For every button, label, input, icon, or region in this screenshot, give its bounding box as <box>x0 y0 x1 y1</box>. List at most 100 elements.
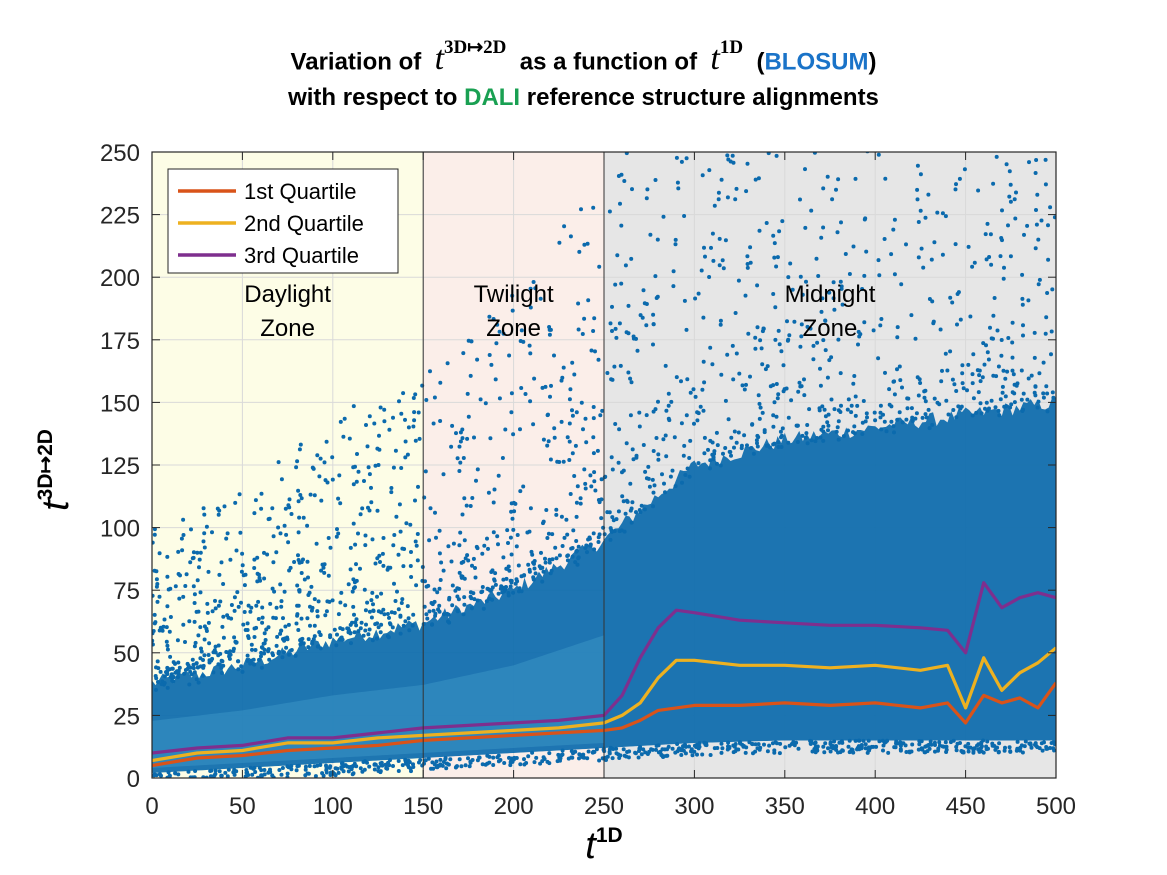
scatter-point <box>294 621 299 626</box>
scatter-point <box>340 761 344 766</box>
scatter-point <box>278 531 283 536</box>
scatter-point <box>835 425 840 430</box>
scatter-point <box>664 454 669 459</box>
scatter-point <box>796 389 801 394</box>
scatter-point <box>370 638 375 643</box>
scatter-point <box>546 531 551 536</box>
scatter-point <box>330 477 335 482</box>
scatter-point <box>387 427 392 432</box>
scatter-point <box>461 612 466 617</box>
scatter-point <box>840 748 845 753</box>
scatter-point <box>433 613 438 618</box>
scatter-point <box>306 593 311 597</box>
scatter-point <box>595 448 600 453</box>
scatter-point <box>508 535 513 540</box>
scatter-point <box>347 436 352 441</box>
y-tick-label: 175 <box>100 328 140 355</box>
zone-label-line2: Zone <box>260 315 315 342</box>
scatter-point <box>340 627 345 632</box>
scatter-point <box>162 674 167 679</box>
scatter-point <box>465 553 470 558</box>
scatter-point <box>592 316 597 321</box>
scatter-point <box>876 258 881 263</box>
scatter-point <box>252 566 257 570</box>
scatter-point <box>473 575 478 580</box>
scatter-point <box>236 667 241 672</box>
scatter-point <box>616 752 621 757</box>
scatter-point <box>393 599 398 603</box>
scatter-point <box>253 770 258 774</box>
scatter-point <box>667 418 672 423</box>
scatter-point <box>289 512 294 516</box>
scatter-point <box>336 770 341 775</box>
scatter-point <box>862 273 867 278</box>
scatter-point <box>767 743 772 748</box>
scatter-point <box>950 300 955 305</box>
scatter-point <box>640 315 645 320</box>
scatter-point <box>446 612 451 617</box>
scatter-point <box>700 752 705 757</box>
scatter-point <box>745 254 750 259</box>
scatter-point <box>920 415 925 420</box>
scatter-point <box>878 323 883 328</box>
scatter-point <box>594 747 599 752</box>
scatter-point <box>716 190 721 195</box>
scatter-point <box>860 287 865 291</box>
scatter-point <box>378 630 383 635</box>
scatter-point <box>457 543 462 548</box>
scatter-point <box>725 352 730 357</box>
scatter-point <box>519 589 524 594</box>
scatter-point <box>346 582 351 587</box>
scatter-point <box>727 744 732 749</box>
scatter-point <box>1043 157 1048 162</box>
scatter-point <box>916 255 921 260</box>
scatter-point <box>785 319 789 324</box>
scatter-point <box>270 651 275 656</box>
scatter-point <box>187 619 192 624</box>
scatter-point <box>189 527 193 532</box>
scatter-point <box>268 601 273 606</box>
scatter-point <box>461 351 466 356</box>
scatter-point <box>401 623 406 628</box>
scatter-point <box>807 407 812 412</box>
scatter-point <box>960 363 965 368</box>
scatter-point <box>155 599 160 604</box>
scatter-point <box>575 562 580 567</box>
scatter-point <box>805 324 810 329</box>
scatter-point <box>280 655 285 660</box>
scatter-point <box>528 286 533 291</box>
scatter-point <box>846 397 851 402</box>
series-line-q1 <box>152 681 1056 768</box>
scatter-point <box>631 457 636 462</box>
scatter-point <box>228 649 233 654</box>
scatter-point <box>255 571 260 576</box>
scatter-point <box>396 607 401 612</box>
scatter-point <box>755 325 760 330</box>
scatter-point <box>350 772 355 777</box>
scatter-point <box>834 187 838 192</box>
scatter-point <box>194 677 199 682</box>
scatter-point <box>814 436 819 440</box>
scatter-point <box>195 578 200 583</box>
scatter-point <box>641 747 646 752</box>
scatter-point <box>501 577 506 582</box>
scatter-point <box>694 745 699 749</box>
scatter-point <box>1000 238 1004 243</box>
scatter-point <box>354 562 358 567</box>
scatter-point <box>1033 246 1038 251</box>
scatter-point <box>518 489 523 494</box>
scatter-point <box>1032 355 1037 360</box>
scatter-point <box>786 440 791 445</box>
scatter-point <box>577 752 582 757</box>
scatter-point <box>583 546 588 550</box>
scatter-point <box>688 438 693 443</box>
scatter-point <box>856 738 861 743</box>
scatter-point <box>295 583 300 588</box>
scatter-point <box>851 430 855 435</box>
scatter-point <box>691 387 696 392</box>
scatter-point <box>874 744 879 749</box>
scatter-point <box>341 769 346 774</box>
scatter-point <box>271 534 276 539</box>
scatter-point <box>334 534 339 539</box>
